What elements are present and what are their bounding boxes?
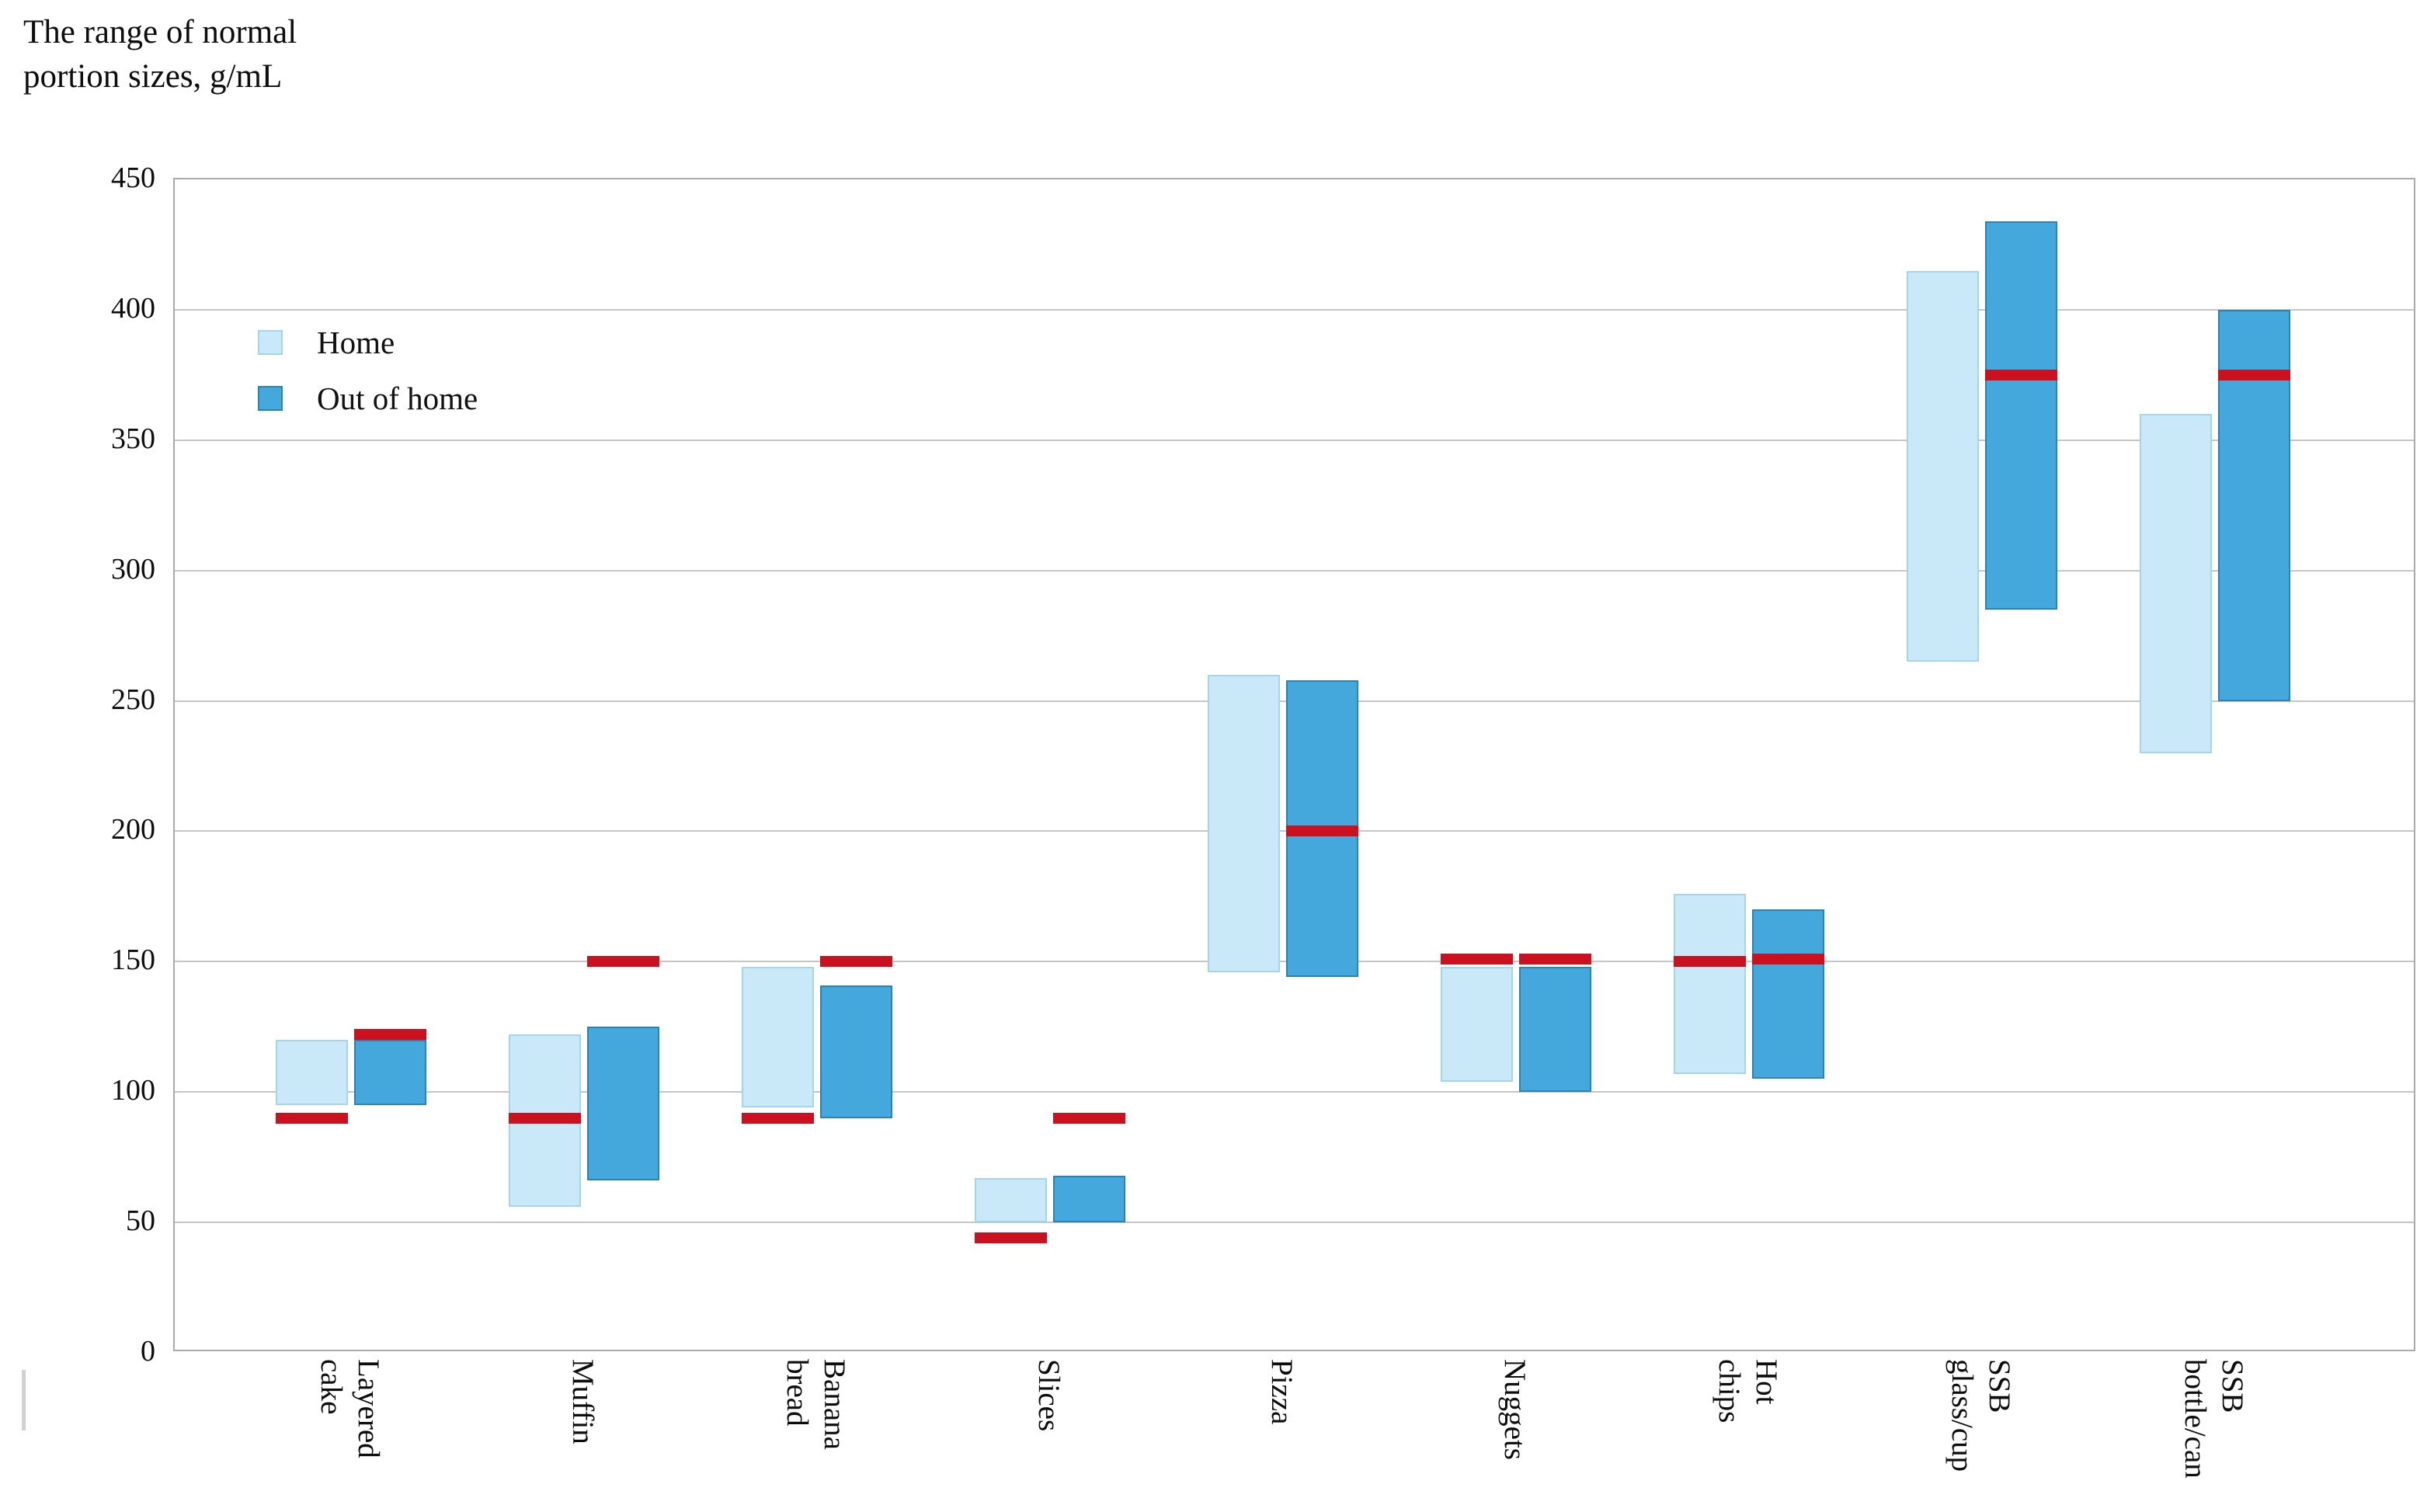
out-marker-line [820, 956, 892, 968]
grid-line [175, 1222, 2414, 1224]
x-category-label: Banana bread [781, 1359, 851, 1450]
x-category-label: Muffin [566, 1359, 600, 1444]
x-category-label: Slices [1032, 1359, 1066, 1432]
legend-out-of-home-label: Out of home [317, 381, 478, 416]
x-category-label: Pizza [1265, 1359, 1299, 1425]
out-marker-line [1985, 369, 2057, 381]
grid-line [175, 439, 2414, 441]
home-range-bar [975, 1178, 1047, 1223]
home-range-bar [1441, 967, 1513, 1082]
home-marker-line [509, 1112, 581, 1124]
legend-item-home: Home [258, 325, 478, 360]
out-marker-line [2218, 369, 2290, 381]
home-range-bar [1208, 674, 1280, 972]
out-range-bar [2218, 309, 2290, 701]
out-marker-line [1519, 953, 1591, 965]
home-range-bar [1907, 270, 1979, 662]
x-category-label: Nuggets [1498, 1359, 1532, 1460]
home-marker-line [1441, 953, 1513, 965]
out-marker-line [354, 1029, 426, 1041]
x-category-label: SSB glass/cup [1945, 1359, 2016, 1472]
out-range-bar [587, 1027, 659, 1181]
home-marker-line [742, 1112, 814, 1124]
y-axis-tick-label: 300 [111, 552, 155, 586]
home-range-bar [2140, 414, 2212, 753]
home-marker-line [1674, 956, 1746, 968]
y-axis-tick-label: 200 [111, 813, 155, 846]
y-axis-tick-label: 100 [111, 1074, 155, 1107]
y-axis-tick-label: 0 [141, 1335, 155, 1368]
out-marker-line [587, 956, 659, 968]
legend-home-label: Home [317, 325, 395, 360]
home-range-bar [276, 1040, 348, 1105]
x-category-label: Hot chips [1712, 1359, 1783, 1423]
grid-line [175, 1091, 2414, 1093]
grid-line [175, 308, 2414, 311]
x-category-label: Layered cake [315, 1359, 385, 1458]
out-range-bar [1519, 967, 1591, 1093]
out-marker-line [1752, 953, 1824, 965]
x-category-label: SSB bottle/can [2178, 1359, 2249, 1479]
out-range-bar [820, 985, 892, 1118]
home-range-bar [742, 967, 814, 1108]
home-marker-line [975, 1232, 1047, 1244]
grid-line [175, 569, 2414, 572]
out-range-bar [354, 1040, 426, 1105]
y-axis-tick-label: 450 [111, 162, 155, 194]
chart-title: The range of normal portion sizes, g/mL [23, 14, 297, 95]
y-axis-tick-label: 400 [111, 291, 155, 325]
home-marker-line [276, 1112, 348, 1124]
out-range-bar [1752, 909, 1824, 1079]
stray-scrollbar-artifact [22, 1370, 26, 1430]
out-range-bar [1985, 221, 2057, 610]
home-range-bar [1674, 894, 1746, 1074]
legend: Home Out of home [258, 325, 478, 441]
y-axis-tick-label: 350 [111, 422, 155, 455]
legend-out-of-home-swatch [258, 386, 283, 411]
y-axis-tick-label: 250 [111, 683, 155, 716]
legend-item-out-of-home: Out of home [258, 381, 478, 416]
y-axis-tick-label: 150 [111, 944, 155, 977]
plot-area [173, 178, 2415, 1351]
legend-home-swatch [258, 330, 283, 355]
y-axis-tick-label: 50 [126, 1204, 155, 1238]
out-marker-line [1053, 1112, 1125, 1124]
out-range-bar [1053, 1175, 1125, 1223]
out-marker-line [1286, 826, 1358, 837]
